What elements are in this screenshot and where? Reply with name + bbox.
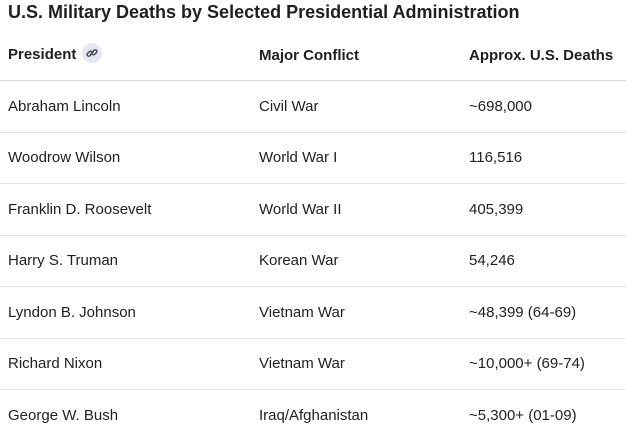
cell-president: Franklin D. Roosevelt — [0, 183, 251, 236]
cell-conflict: Vietnam War — [251, 286, 461, 339]
cell-deaths: 116,516 — [461, 132, 626, 184]
cell-conflict: Vietnam War — [251, 338, 461, 390]
link-icon[interactable] — [82, 43, 103, 63]
cell-conflict: World War I — [251, 132, 461, 184]
cell-conflict: Iraq/Afghanistan — [259, 406, 369, 424]
table-row: Woodrow Wilson World War I 116,516 — [0, 132, 626, 184]
cell-deaths: ~698,000 — [461, 80, 626, 133]
cell-president: George W. Bush — [8, 406, 119, 424]
table-row: Harry S. Truman Korean War 54,246 — [0, 235, 626, 287]
table-row: Lyndon B. Johnson Vietnam War ~48,399 (6… — [0, 286, 626, 339]
cell-deaths: ~48,399 (64-69) — [461, 286, 626, 339]
cell-president: Lyndon B. Johnson — [0, 286, 251, 339]
column-header-conflict: Major Conflict — [251, 30, 461, 81]
cell-president: Richard Nixon — [0, 338, 251, 390]
cell-deaths: 405,399 — [461, 183, 626, 236]
cell-deaths: ~5,300+ (01-09) — [469, 406, 577, 424]
table-row: Franklin D. Roosevelt World War II 405,3… — [0, 183, 626, 236]
table-row: Abraham Lincoln Civil War ~698,000 — [0, 80, 626, 133]
cell-deaths: 54,246 — [461, 235, 626, 287]
column-header-deaths: Approx. U.S. Deaths — [461, 30, 626, 81]
column-header-president: President — [0, 30, 251, 81]
cell-conflict: Korean War — [251, 235, 461, 287]
table-row: George W. Bush Iraq/Afghanistan ~5,300+ … — [0, 390, 626, 441]
table-row: Richard Nixon Vietnam War ~10,000+ (69-7… — [0, 338, 626, 390]
column-header-label: President — [8, 45, 77, 63]
cell-conflict: World War II — [251, 183, 461, 236]
cell-president: Abraham Lincoln — [0, 80, 251, 133]
data-table: President Major Conflict Approx. U.S. De… — [0, 30, 626, 441]
page-title: U.S. Military Deaths by Selected Preside… — [8, 2, 520, 22]
cell-deaths: ~10,000+ (69-74) — [461, 338, 626, 390]
cell-president: Woodrow Wilson — [0, 132, 251, 184]
cell-conflict: Civil War — [251, 80, 461, 133]
cell-president: Harry S. Truman — [0, 235, 251, 287]
table-header-row: President Major Conflict Approx. U.S. De… — [0, 30, 626, 81]
